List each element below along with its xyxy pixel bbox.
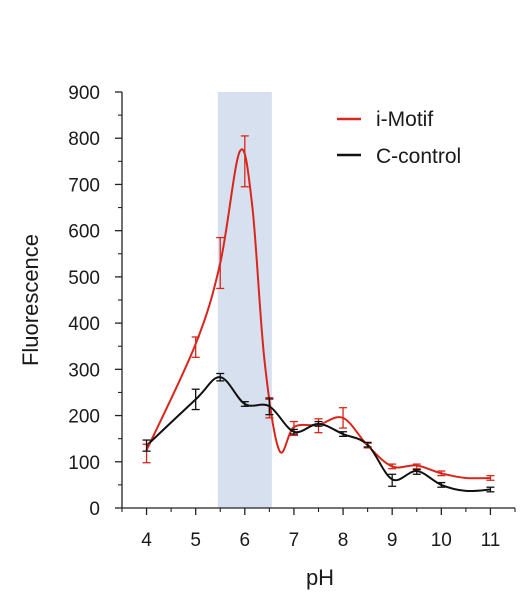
error-bar-c-control: [388, 473, 397, 487]
error-bar-i-motif: [339, 407, 348, 429]
axis-ticks: 0 100 200 300 400 500 600 700 800 900 4 5 6 7 8 9 10 11: [68, 83, 516, 551]
error-bar-c-control: [363, 441, 372, 448]
error-bar-c-control: [265, 397, 274, 416]
x-tick-label: 11: [481, 530, 501, 551]
y-tick-label: 300: [68, 360, 100, 381]
error-bar-i-motif: [388, 463, 397, 470]
x-tick-label: 6: [240, 530, 251, 551]
error-bar-c-control: [240, 401, 249, 407]
y-tick-label: 200: [68, 407, 100, 428]
y-tick-label: 800: [68, 129, 100, 150]
error-bar-c-control: [314, 420, 323, 427]
x-axis-label: pH: [306, 565, 334, 590]
error-bar-i-motif: [191, 336, 200, 358]
error-bar-i-motif: [437, 470, 446, 477]
y-tick-label: 100: [68, 453, 100, 474]
y-tick-label: 400: [68, 314, 100, 335]
series-line-i-motif: [145, 148, 491, 480]
error-bar-i-motif: [486, 474, 495, 481]
y-tick-label: 700: [68, 175, 100, 196]
error-bar-i-motif: [412, 463, 421, 470]
error-bar-i-motif: [240, 135, 249, 188]
y-tick-label: 600: [68, 222, 100, 243]
error-bar-c-control: [412, 468, 421, 475]
error-bar-c-control: [191, 388, 200, 411]
error-bar-i-motif: [216, 236, 225, 290]
error-bar-c-control: [339, 431, 348, 438]
x-tick-label: 10: [431, 530, 452, 551]
series-curves: [145, 148, 491, 493]
x-tick-label: 4: [141, 530, 152, 551]
y-tick-label: 500: [68, 268, 100, 289]
x-tick-label: 7: [289, 530, 300, 551]
legend-label-i-motif: i-Motif: [376, 108, 433, 131]
y-tick-label: 900: [68, 83, 100, 104]
legend-label-c-control: C-control: [376, 145, 461, 168]
error-bar-c-control: [216, 372, 225, 382]
legend: i-Motif C-control: [337, 108, 461, 168]
error-bar-c-control: [486, 486, 495, 493]
error-bar-c-control: [142, 439, 151, 452]
y-tick-label: 0: [89, 499, 100, 520]
x-tick-label: 9: [387, 530, 398, 551]
error-bars: [142, 135, 495, 493]
error-bar-c-control: [437, 481, 446, 488]
y-axis-label: Fluorescence: [18, 234, 43, 366]
error-bar-c-control: [289, 428, 298, 435]
x-tick-label: 8: [338, 530, 349, 551]
series-line-c-control: [145, 376, 491, 493]
x-tick-label: 5: [190, 530, 201, 551]
